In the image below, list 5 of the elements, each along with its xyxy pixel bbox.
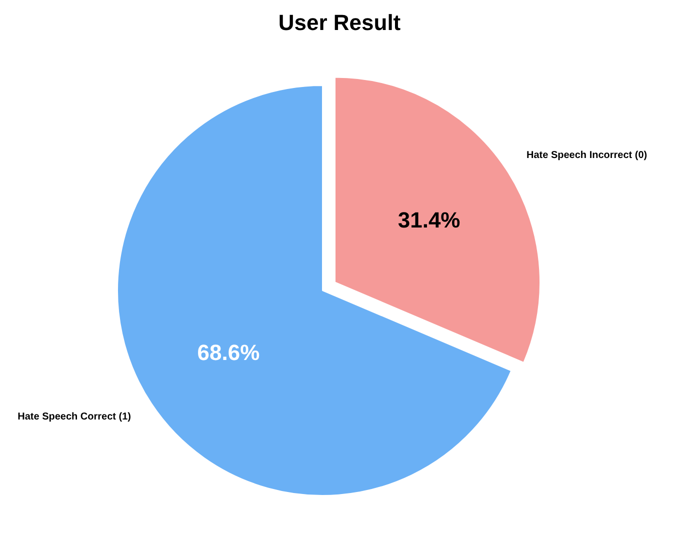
slice-label: Hate Speech Correct (1): [18, 412, 131, 423]
data-label: 31.4%: [398, 208, 460, 233]
chart-title: User Result: [278, 10, 402, 35]
data-label: 68.6%: [197, 340, 260, 366]
slice-label: Hate Speech Incorrect (0): [526, 150, 648, 162]
